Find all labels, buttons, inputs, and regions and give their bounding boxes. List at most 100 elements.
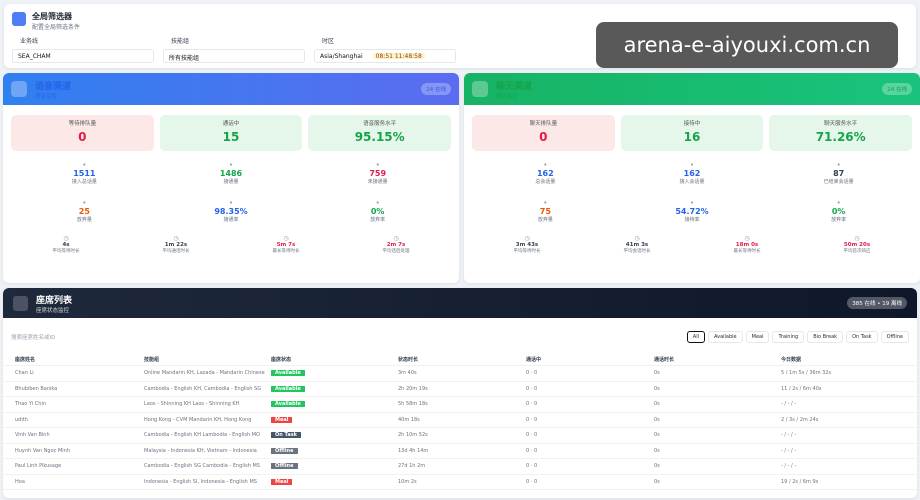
table-cell: - / - / - [781,448,905,454]
channel-icon [472,81,488,97]
table-header: 座席姓名 技能组 座席状态 状态时长 通话中 通话时长 今日数据 [3,354,917,366]
metric-label: 接待率 [684,217,700,223]
time-label: 平均会话时长 [623,249,651,254]
agent-row[interactable]: Hoa Indonesia - English SI, Indonesia - E… [3,475,917,490]
cell-text: 13d 4h 14m [398,447,429,454]
main-stats: 聊天排队量 0 接待中 16 聊天服务水平 71.26% [464,105,920,151]
table-cell: 0 · 0 [526,432,654,438]
metric: • 75 放弃量 [472,199,619,231]
column-header: 座席姓名 [15,357,36,363]
cell-text: 0s [654,370,660,377]
metric: • 0% 放弃率 [765,199,912,231]
channel-header: 聊天渠道 聊天监控 14 在线 [464,73,920,105]
metric-label: 放弃率 [831,217,847,223]
filter-pill[interactable]: Offline [880,331,909,343]
metric-icon: • [543,161,548,169]
time-metric: ◷ 2m 7s 平均话后处理 [341,235,451,254]
filter-pill[interactable]: On Task [846,331,878,343]
table-cell: Indonesia - English SI, Indonesia - Engl… [144,479,271,485]
main-stats: 等待排队量 0 通话中 15 语音服务水平 95.15% [3,105,459,151]
time-icon: ◷ [173,235,179,242]
field-select[interactable]: Asia/Shanghai 08:51 11:48:58 [314,49,456,63]
cell-text: 3m 40s [398,370,417,377]
time-metric: ◷ 18m 0s 最长等待时长 [692,235,802,254]
field-select[interactable]: 所有技能组 [163,49,305,63]
channel-card: 聊天渠道 聊天监控 14 在线 聊天排队量 0 接待中 16 聊天服务水平 71.26% • 162… [464,73,920,283]
agent-row[interactable]: Vinh Van Binh Cambodia - English KH Lambo… [3,428,917,444]
time-metric: ◷ 50m 20s 平均首次响应 [802,235,912,254]
search-input[interactable]: 搜索座席姓名或ID [11,335,56,341]
metric-icon: • [689,161,695,169]
channel-icon [11,81,27,97]
metric-icon: • [543,199,548,207]
cell-text: 0s [654,385,660,392]
cell-text: Indonesia - English SI, Indonesia - Engl… [144,478,257,485]
cell-text: 5 / 1m 5s / 36m 32s [781,370,832,377]
stat-label: 通话中 [222,121,240,127]
watermark: arena-e-aiyouxi.com.cn [596,22,898,68]
metric-label: 放弃量 [537,217,553,223]
table-cell: 0 · 0 [526,386,654,392]
time-icon: ◷ [854,235,860,242]
filter-pill[interactable]: Available [707,331,743,343]
filter-field: 技能组所有技能组 [163,36,305,63]
agent-row[interactable]: Huynh Van Ngoc Minh Malaysia - Indonesia … [3,444,917,459]
metric-value: 1511 [73,169,96,178]
stat-value: 16 [683,130,701,144]
agent-row[interactable]: Bhubiben Banika Cambodia - English KH, Ca… [3,382,917,397]
filter-pill[interactable]: Bio Break [807,331,844,343]
agent-row[interactable]: Thao Yi Chin Laos - Shinning KH Laos - Sh… [3,397,917,413]
table-cell: 2h 20m 19s [398,386,526,392]
main-stat: 等待排队量 0 [11,115,154,151]
table-cell: udith [15,417,144,423]
metric-icon: • [228,199,234,207]
agents-card: 座席列表 座席状态监控 385 在线 • 19 离线 搜索座席姓名或ID All… [3,288,917,498]
metric-value: 0% [831,207,846,216]
field-extra: 08:51 11:48:58 [372,53,425,60]
cell-text: udith [15,416,28,423]
status-badge: Available [271,370,305,377]
field-label: 时区 [322,38,335,45]
metric-label: 接通率 [223,217,239,223]
time-metric: ◷ 3m 43s 平均等待时长 [472,235,582,254]
table-cell: 2 / 3s / 2m 24s [781,417,905,423]
table-cell: Available [271,385,398,392]
channel-badge: 24 在线 [421,83,451,95]
status-badge: Meal [271,478,293,485]
field-label: 技能组 [171,38,190,45]
table-cell: 0 · 0 [526,401,654,407]
cell-text: 2 / 3s / 2m 24s [781,416,819,423]
metric-value: 162 [536,169,554,178]
cell-text: 19 / 2s / 6m 9s [781,478,819,485]
filter-pill[interactable]: Training [772,331,805,343]
metric-icon: • [228,161,234,169]
table-cell: 0 · 0 [526,479,654,485]
agent-row[interactable]: Paul Linh Pikusage Cambodia - English SG … [3,459,917,475]
agents-badge: 385 在线 • 19 离线 [847,297,907,309]
filter-pill[interactable]: All [686,331,705,343]
agent-row[interactable]: Chan Li Online Mandarin KH, Lazada - Mand… [3,366,917,382]
metric-label: 放弃量 [76,217,92,223]
table-cell: Thao Yi Chin [15,401,144,407]
metric-grid: • 162 总会话量 • 162 接入会话量 • 87 已结束会话量 • 75 放弃量 • 54.72% 接… [464,161,920,231]
metric-label: 放弃率 [370,217,386,223]
agent-table: 座席姓名 技能组 座席状态 状态时长 通话中 通话时长 今日数据 Chan Li Online … [3,354,917,490]
filter-pill[interactable]: Meal [745,331,770,343]
cell-text: 0 · 0 [526,463,538,470]
cell-text: Huynh Van Ngoc Minh [15,447,71,454]
agent-row[interactable]: udith Hong Kong - CVM Mandarin KH, Hong K… [3,413,917,428]
metric-grid: • 1511 接入总话量 • 1486 接通量 • 759 未接通量 • 25 放弃量 • 98.35% 接… [3,161,459,231]
channel-badge: 14 在线 [882,83,912,95]
cell-text: 5h 58m 18s [398,401,428,408]
table-cell: Cambodia - English SG Cambodia - English… [144,463,271,469]
cell-text: 0 · 0 [526,432,538,439]
time-icon: ◷ [524,235,530,242]
stat-value: 71.26% [815,130,866,144]
agents-subtitle: 座席状态监控 [36,307,70,314]
cell-text: 0s [654,478,660,485]
metric-icon: • [82,161,87,169]
channel-subtitle: 聊天监控 [496,93,519,100]
field-select[interactable]: SEA_CHAM [12,49,154,63]
metric-label: 接通量 [223,179,239,185]
time-icon: ◷ [63,235,69,242]
